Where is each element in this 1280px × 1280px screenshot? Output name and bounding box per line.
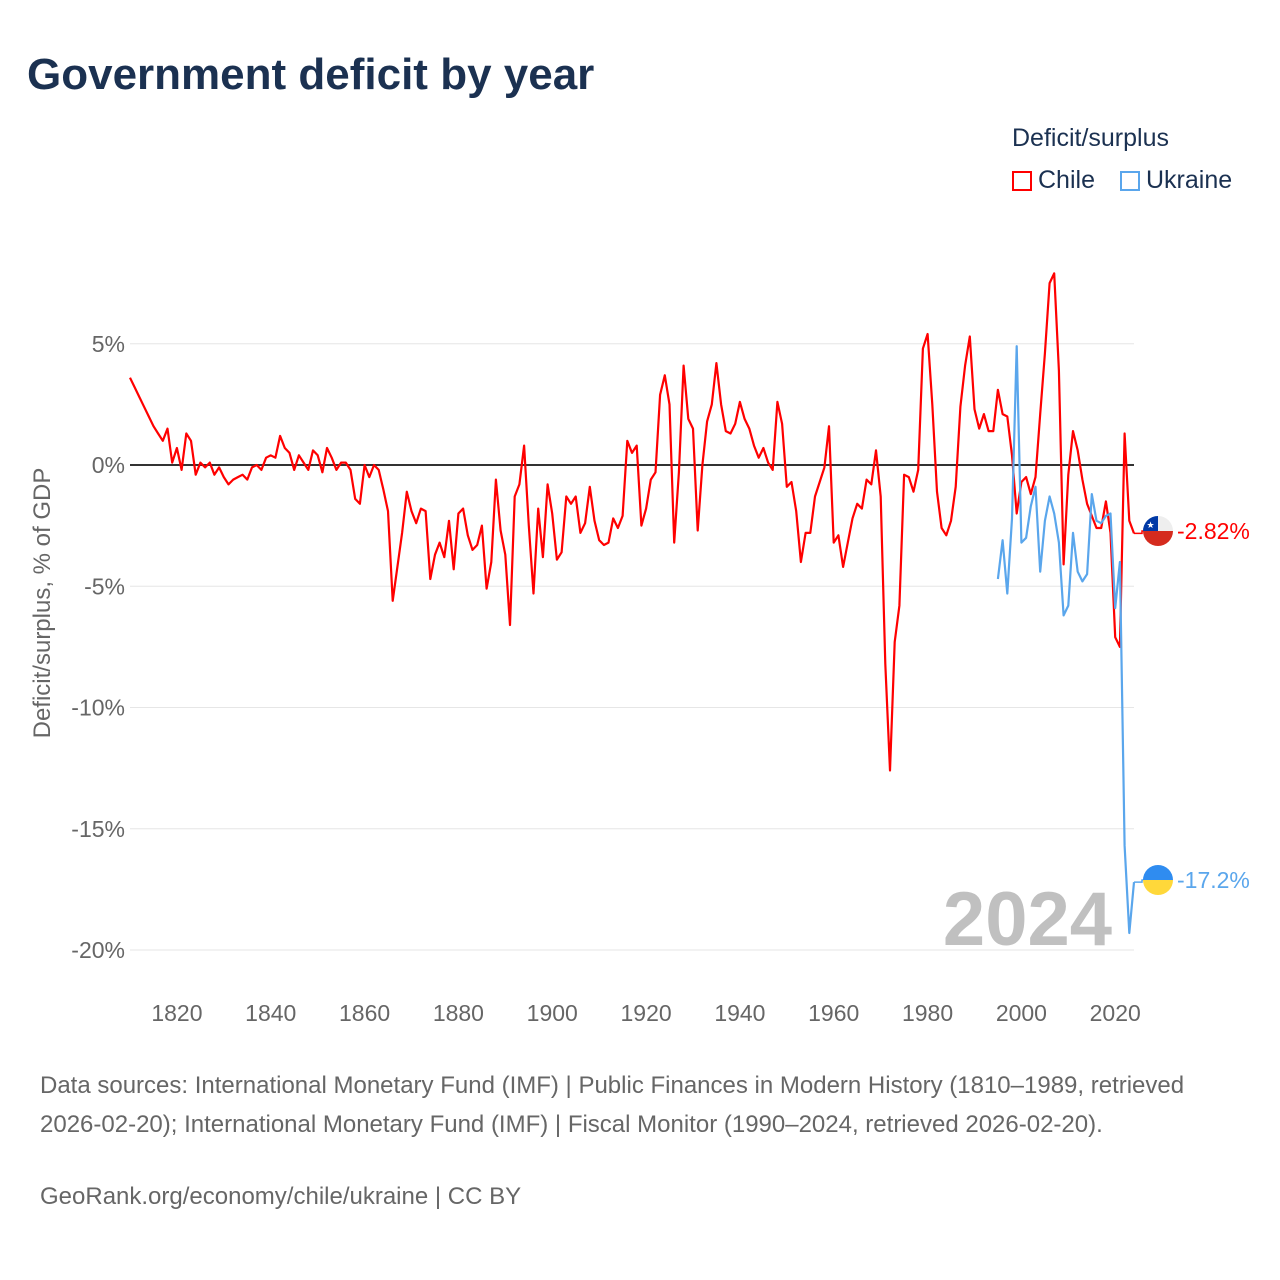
x-tick-label: 1900 [527,1000,578,1026]
year-watermark: 2024 [943,877,1112,962]
chart-title: Government deficit by year [27,50,595,99]
x-tick-label: 1980 [902,1000,953,1026]
x-tick-label: 1860 [339,1000,390,1026]
data-sources: Data sources: International Monetary Fun… [40,1072,1185,1138]
x-tick-label: 2020 [1090,1000,1141,1026]
x-tick-label: 1880 [433,1000,484,1026]
series-line-ukraine[interactable] [996,345,1136,935]
x-tick-label: 1920 [620,1000,671,1026]
flag-ukraine-icon [1143,865,1173,895]
y-tick-label: -15% [71,816,125,842]
end-value-label-chile: -2.82% [1177,518,1250,544]
legend-swatch-chile [1012,170,1032,191]
x-tick-label: 2000 [996,1000,1047,1026]
credit-link[interactable]: GeoRank.org/economy/chile/ukraine | CC B… [40,1183,522,1210]
legend-label-ukraine: Ukraine [1146,166,1233,194]
x-tick-label: 1820 [151,1000,202,1026]
series-line-chile[interactable] [129,272,1136,772]
end-value-label-ukraine: -17.2% [1177,867,1250,893]
legend-label-chile: Chile [1038,166,1095,194]
y-tick-label: 0% [92,452,125,478]
svg-text:★: ★ [1146,520,1154,530]
end-connector [1134,530,1144,535]
legend-title: Deficit/surplus [1012,124,1169,152]
legend-item-chile[interactable]: Chile [1012,166,1095,195]
legend-swatch-ukraine [1120,170,1140,191]
y-tick-label: -5% [84,573,125,599]
legend-item-ukraine[interactable]: Ukraine [1120,166,1232,195]
y-tick-label: -20% [71,937,125,963]
line-chart: 5% 0% -5% -10% -15% -20% 1820 1840 1860 1880 1900 1… [29,272,1250,1026]
y-tick-label: 5% [92,331,125,357]
flag-chile-icon: ★ [1143,516,1173,546]
y-tick-label: -10% [71,695,125,721]
end-connector [1134,879,1144,883]
x-tick-label: 1960 [808,1000,859,1026]
x-tick-label: 1940 [714,1000,765,1026]
x-tick-label: 1840 [245,1000,296,1026]
y-axis-label: Deficit/surplus, % of GDP [29,468,56,739]
